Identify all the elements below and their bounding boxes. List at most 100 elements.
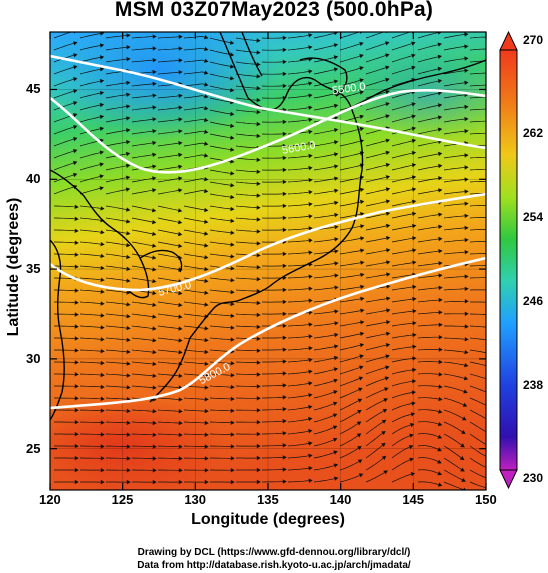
streamline-arrow <box>73 113 78 118</box>
streamline <box>365 116 387 123</box>
streamline-arrow <box>178 385 183 390</box>
streamline-arrow <box>282 371 287 376</box>
streamline-arrow <box>360 272 365 277</box>
streamline-arrow <box>204 46 209 51</box>
streamline-arrow <box>282 215 287 221</box>
streamline-arrow <box>282 431 287 436</box>
streamline-arrow <box>308 93 313 98</box>
streamline <box>417 165 439 171</box>
streamline <box>262 396 283 399</box>
streamline <box>183 71 205 75</box>
streamline-arrow <box>256 384 261 389</box>
streamline-arrow <box>308 310 313 315</box>
streamline-arrow <box>230 183 235 188</box>
streamline <box>443 58 465 63</box>
streamline-arrow <box>308 117 313 122</box>
streamline <box>443 445 462 459</box>
streamline-arrow <box>230 289 235 295</box>
streamline-arrow <box>152 69 157 75</box>
streamline <box>339 165 361 171</box>
streamline-arrow <box>412 296 417 302</box>
streamline-arrow <box>408 445 414 450</box>
streamline <box>391 250 413 255</box>
streamline-arrow <box>256 193 261 198</box>
streamline <box>79 265 101 269</box>
streamline-arrow <box>126 242 131 248</box>
x-tick-label: 130 <box>184 492 207 507</box>
streamline-arrow <box>333 32 339 36</box>
streamline-arrow <box>100 253 105 259</box>
streamline-arrow <box>178 176 183 181</box>
streamline <box>105 241 127 246</box>
streamline-arrow <box>333 91 339 96</box>
streamline-arrow <box>282 395 287 400</box>
streamline <box>443 239 465 243</box>
streamline <box>131 154 153 159</box>
streamline <box>313 263 335 267</box>
colorbar-tick-label: 238 <box>523 378 544 392</box>
streamline-arrow <box>385 199 391 204</box>
streamline <box>365 410 384 423</box>
streamline-arrow <box>178 409 183 414</box>
streamline <box>157 217 179 223</box>
streamline-arrow <box>464 153 469 158</box>
streamline-arrow <box>463 389 468 394</box>
streamline-arrow <box>412 236 417 241</box>
streamline <box>313 129 335 135</box>
streamline <box>131 59 153 63</box>
streamline <box>235 181 257 185</box>
streamline-arrow <box>230 76 235 81</box>
streamline-arrow <box>152 456 157 461</box>
korea-south-coast <box>139 249 183 273</box>
streamline <box>157 142 179 147</box>
streamline <box>157 253 179 258</box>
streamline-arrow <box>359 114 364 119</box>
streamline-arrow <box>152 409 157 414</box>
streamline <box>391 225 413 231</box>
streamline <box>391 424 411 435</box>
streamline-arrow <box>229 40 235 45</box>
streamline-arrow <box>256 277 261 282</box>
streamline-arrow <box>385 175 391 180</box>
streamline-arrow <box>282 455 287 460</box>
streamline-arrow <box>99 55 105 60</box>
streamline-arrow <box>204 444 209 449</box>
streamline-arrow <box>386 331 391 336</box>
streamline <box>391 237 413 243</box>
streamline-arrow <box>411 199 417 204</box>
streamline-arrow <box>126 219 131 224</box>
streamline-arrow <box>489 487 493 491</box>
streamline-arrow <box>282 347 287 352</box>
streamline-arrow <box>385 89 390 95</box>
streamline <box>54 289 75 291</box>
streamline-arrow <box>333 437 338 442</box>
streamline <box>313 141 335 147</box>
streamline-arrow <box>74 360 79 365</box>
streamline-arrow <box>74 443 79 449</box>
streamline-arrow <box>282 71 287 77</box>
streamline-arrow <box>256 133 261 139</box>
streamline <box>79 325 101 328</box>
streamline-arrow <box>74 372 79 377</box>
streamline <box>287 228 309 231</box>
streamline <box>131 130 153 135</box>
streamline-arrow <box>359 90 364 95</box>
streamline <box>235 253 257 256</box>
streamline-arrow <box>385 211 391 216</box>
streamline-arrow <box>178 70 183 75</box>
streamline <box>105 189 127 195</box>
streamline-arrow <box>412 284 417 290</box>
streamline <box>391 164 413 171</box>
y-tick-label: 35 <box>26 261 41 277</box>
streamline <box>157 409 179 412</box>
streamline-arrow <box>256 300 261 306</box>
streamline <box>262 385 283 387</box>
streamline-arrow <box>204 243 209 248</box>
streamline-arrow <box>178 338 183 343</box>
streamline-arrow <box>126 163 131 168</box>
streamline-arrow <box>230 135 235 140</box>
streamline <box>339 310 361 315</box>
streamline <box>235 169 257 173</box>
streamline-arrow <box>332 413 338 418</box>
streamline <box>417 457 439 462</box>
